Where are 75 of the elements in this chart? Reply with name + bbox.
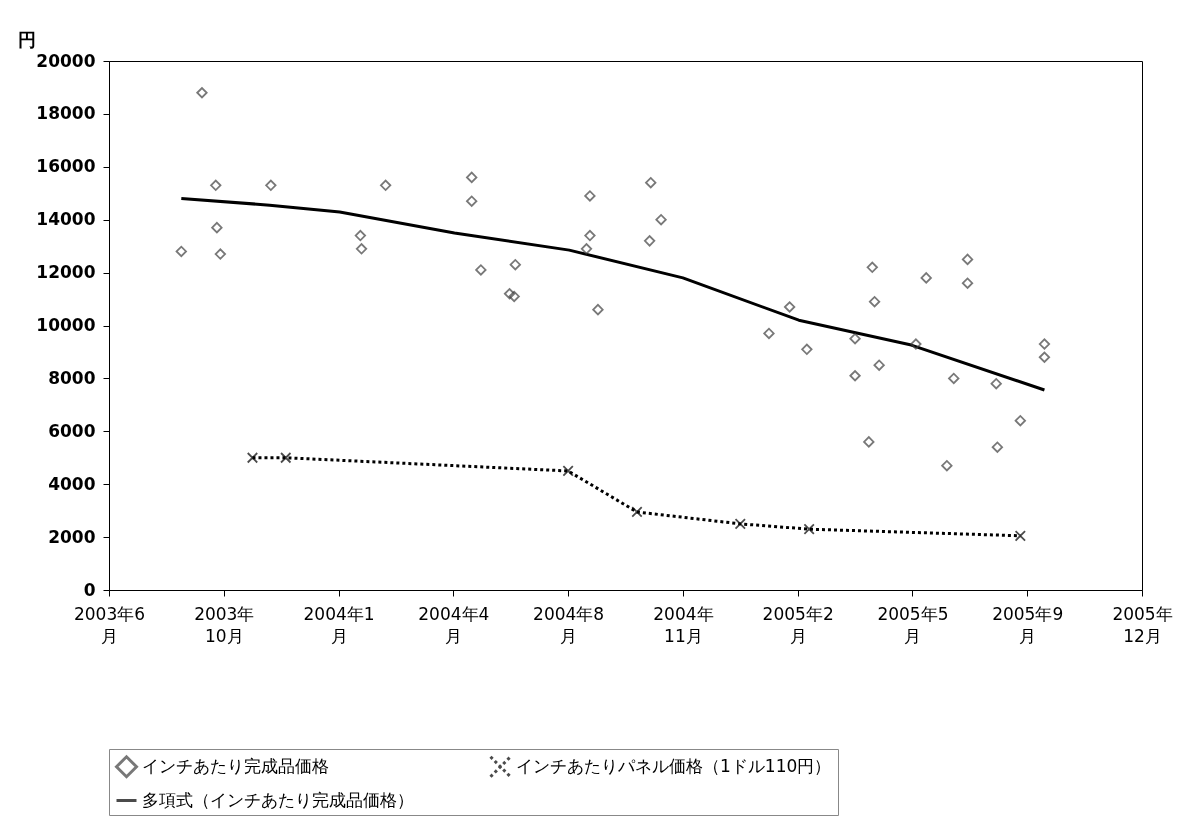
point (580, 243, 593, 255)
y-tick-label: 4000 (48, 473, 96, 494)
x-tick-label: 2004年8月 (533, 603, 605, 646)
point (466, 171, 478, 184)
point (863, 436, 875, 448)
point (763, 327, 775, 340)
point (849, 333, 861, 345)
point (246, 452, 259, 464)
point (990, 378, 1002, 390)
point (801, 343, 813, 355)
point (910, 338, 922, 350)
x-tick-label: 2005年2月 (762, 603, 834, 646)
x-tick-label: 2003年6月 (73, 603, 146, 646)
x-tick-label: 2004年11月 (653, 603, 714, 646)
line-series (179, 197, 1046, 392)
point (991, 441, 1004, 453)
y-tick-label: 14000 (36, 209, 96, 230)
point (509, 259, 521, 271)
point (280, 452, 292, 464)
point (920, 272, 932, 284)
point (379, 179, 392, 191)
point (503, 288, 516, 300)
point (562, 465, 574, 477)
y-tick-label: 2000 (48, 526, 96, 547)
point (866, 261, 878, 273)
point (948, 372, 960, 385)
point (803, 523, 815, 535)
point (466, 195, 478, 207)
point (873, 359, 885, 371)
y-tick-label: 10000 (36, 315, 96, 335)
point (645, 177, 657, 189)
point (592, 303, 604, 316)
legend-label: インチあたりパネル価格（1ドル110円） (516, 755, 832, 776)
point (1038, 351, 1051, 363)
point (211, 221, 223, 234)
point (734, 518, 746, 530)
point (941, 460, 953, 472)
point (783, 301, 796, 313)
point (849, 370, 861, 382)
point (355, 243, 368, 255)
point (868, 296, 881, 308)
point (1014, 530, 1026, 542)
x-tick-label: 2003年10月 (194, 603, 255, 646)
y-tick-label: 0 (83, 579, 96, 600)
point (584, 190, 596, 202)
point (1014, 415, 1026, 427)
point (961, 277, 974, 289)
x-tick-label: 2005年5月 (877, 603, 949, 646)
point (655, 214, 667, 226)
point (354, 229, 367, 242)
y-tick-label: 6000 (48, 420, 96, 441)
point (961, 253, 974, 266)
point (631, 506, 643, 518)
point (196, 87, 208, 99)
point (210, 179, 222, 191)
y-tick-label: 12000 (36, 262, 96, 283)
y-tick-label: 18000 (36, 103, 96, 124)
x-tick-label: 2005年9月 (992, 603, 1064, 646)
point (584, 229, 596, 242)
point (1038, 338, 1051, 350)
y-axis-title: 円 (17, 28, 36, 50)
point (214, 248, 226, 260)
y-tick-label: 20000 (36, 50, 96, 71)
point (265, 179, 277, 191)
point (175, 245, 187, 258)
x-tick-label: 2004年4月 (418, 603, 490, 646)
point (475, 264, 487, 276)
y-tick-label: 16000 (36, 156, 96, 177)
point (643, 235, 656, 247)
x-tick-label: 2004年1月 (303, 603, 375, 646)
x-tick-label: 2005年12月 (1112, 603, 1173, 646)
legend-label: 多項式（インチあたり完成品価格） (142, 789, 414, 810)
legend-label: インチあたり完成品価格 (142, 755, 329, 776)
y-tick-label: 8000 (48, 367, 96, 388)
point (508, 290, 520, 303)
